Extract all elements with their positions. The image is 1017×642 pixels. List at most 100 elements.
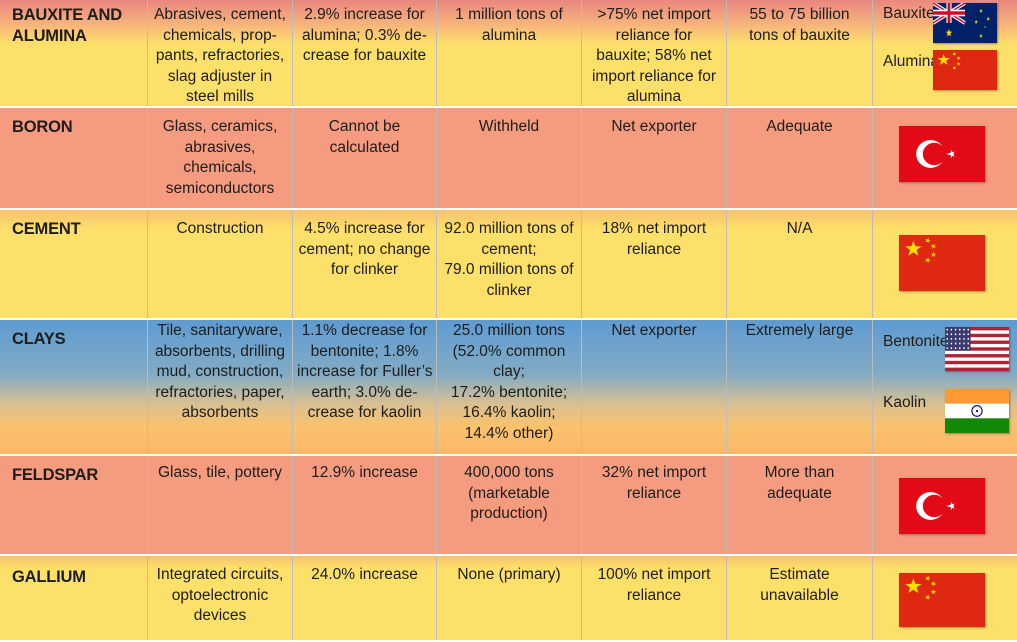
flag-label: Alumina [883, 53, 939, 70]
production-amount-text: alumina [481, 26, 537, 44]
major-uses-text: semiconductors [165, 179, 275, 197]
australia-flag-icon [933, 3, 997, 43]
production-amount-text: (marketable [468, 484, 550, 502]
import-reliance-cell: Net exporter [582, 108, 727, 208]
major-uses-text: chemicals, prop- [163, 26, 277, 44]
reserves-cell: Estimate unavailable [727, 556, 873, 640]
flag-label: Kaolin [883, 394, 927, 411]
production-change-cell: 1.1% decrease for bentonite; 1.8% increase… [293, 320, 437, 454]
major-uses-text: Glass, tile, pottery [157, 464, 283, 481]
reserves-text: adequate [767, 484, 832, 502]
major-uses-text: Tile, sanitaryware, [157, 322, 283, 339]
china-flag-icon [899, 573, 985, 627]
table-row: CEMENT Construction 4.5% increase for cemen… [0, 210, 1017, 320]
mineral-name-text: FELDSPAR [12, 466, 99, 484]
production-change-text: 4.5% increase for [304, 220, 425, 237]
china-flag-icon [899, 235, 985, 291]
production-amount-cell: None (primary) [437, 556, 582, 640]
major-uses-cell: Integrated circuits, optoelectronic device… [148, 556, 293, 640]
import-reliance-cell: 18% net import reliance [582, 210, 727, 318]
major-uses-text: Integrated circuits, [156, 566, 284, 583]
reserves-text: tons of bauxite [749, 26, 850, 44]
production-change-text: for clinker [330, 261, 399, 278]
major-uses-text: chemicals, [183, 159, 257, 176]
major-uses-text: Glass, ceramics, [162, 118, 278, 135]
mineral-name-cell: GALLIUM [0, 556, 148, 640]
production-amount-text: 16.4% kaolin; [462, 404, 556, 421]
production-change-cell: 12.9% increase [293, 456, 437, 554]
major-uses-text: absorbents [181, 404, 259, 421]
major-uses-cell: Glass, tile, pottery [148, 456, 293, 554]
reserves-text: N/A [786, 220, 813, 237]
production-amount-text: 1 million tons of [455, 6, 563, 23]
production-change-cell: 2.9% increase for alumina; 0.3% de-crease… [293, 0, 437, 106]
production-change-text: 1.1% decrease for [301, 322, 428, 339]
table-row: FELDSPAR Glass, tile, pottery 12.9% increa… [0, 456, 1017, 556]
table-row: GALLIUM Integrated circuits, optoelectroni… [0, 556, 1017, 642]
production-amount-cell: 92.0 million tons of cement; 79.0 million … [437, 210, 582, 318]
reserves-text: Estimate [769, 566, 830, 583]
mineral-name-cell: BORON [0, 108, 148, 208]
reserves-text: Adequate [766, 118, 833, 135]
import-reliance-text: reliance for [615, 26, 693, 44]
import-reliance-text: alumina [626, 88, 682, 105]
production-change-text: alumina; 0.3% de- [302, 26, 427, 44]
production-amount-cell: 1 million tons of alumina [437, 0, 582, 106]
major-uses-text: slag adjuster in [167, 67, 273, 85]
production-amount-text: production) [470, 505, 548, 522]
reserves-cell: N/A [727, 210, 873, 318]
major-uses-text: pants, refractories, [155, 47, 285, 64]
major-uses-cell: Construction [148, 210, 293, 318]
top-producer-cell: Bentonite Kaolin [873, 320, 1017, 454]
production-amount-text: 17.2% bentonite; [450, 383, 568, 401]
china-flag-icon [933, 50, 997, 90]
major-uses-text: devices [193, 607, 247, 624]
reserves-cell: More than adequate [727, 456, 873, 554]
import-reliance-cell: 32% net import reliance [582, 456, 727, 554]
production-amount-text: 25.0 million tons [452, 322, 565, 339]
major-uses-text: absorbents, drilling [154, 342, 286, 360]
production-change-text: earth; 3.0% de- [311, 383, 418, 401]
reserves-text: 55 to 75 billion [749, 6, 850, 23]
production-amount-text: None (primary) [457, 566, 561, 583]
production-amount-text: 400,000 tons [464, 464, 554, 481]
major-uses-text: Abrasives, cement, [154, 6, 286, 23]
reserves-cell: 55 to 75 billion tons of bauxite [727, 0, 873, 106]
import-reliance-text: bauxite; 58% net [596, 47, 712, 64]
production-change-text: Cannot be [328, 118, 401, 135]
production-amount-text: clinker [486, 281, 532, 299]
mineral-name-text: CLAYS [12, 330, 66, 348]
production-amount-text: Withheld [478, 118, 540, 135]
production-amount-text: 92.0 million tons of [444, 220, 574, 237]
import-reliance-cell: >75% net import reliance for bauxite; 58% … [582, 0, 727, 106]
import-reliance-text: reliance [626, 484, 682, 502]
import-reliance-text: import reliance for [591, 67, 717, 85]
major-uses-text: optoelectronic [171, 586, 269, 604]
import-reliance-cell: 100% net import reliance [582, 556, 727, 640]
production-amount-text: cement; [481, 240, 537, 258]
mineral-name-text: GALLIUM [12, 568, 86, 586]
mineral-name-text: ALUMINA [12, 27, 87, 45]
mineral-name-text: BAUXITE AND [12, 6, 122, 24]
major-uses-text: refractories, paper, [155, 383, 285, 401]
production-amount-text: 79.0 million tons of [444, 261, 574, 278]
import-reliance-text: Net exporter [611, 322, 697, 339]
production-change-text: 12.9% increase [311, 464, 418, 481]
production-change-text: increase for Fuller’s [297, 363, 433, 380]
import-reliance-text: 100% net import [597, 566, 711, 583]
table-row: CLAYS Tile, sanitaryware, absorbents, dril… [0, 320, 1017, 456]
mineral-name-text: BORON [12, 118, 73, 136]
major-uses-cell: Glass, ceramics, abrasives, chemicals, semi… [148, 108, 293, 208]
top-producer-cell [873, 556, 1017, 640]
major-uses-cell: Abrasives, cement, chemicals, prop-pants,… [148, 0, 293, 106]
mineral-name-cell: CLAYS [0, 320, 148, 454]
turkey-flag-icon [899, 126, 985, 182]
reserves-text: Extremely large [745, 322, 854, 339]
import-reliance-text: 18% net import [601, 220, 707, 237]
production-change-text: 24.0% increase [311, 566, 418, 583]
production-amount-cell: 25.0 million tons (52.0% common clay; 17.2%… [437, 320, 582, 454]
import-reliance-text: 32% net import [601, 464, 707, 481]
production-amount-cell: Withheld [437, 108, 582, 208]
mineral-name-cell: CEMENT [0, 210, 148, 318]
